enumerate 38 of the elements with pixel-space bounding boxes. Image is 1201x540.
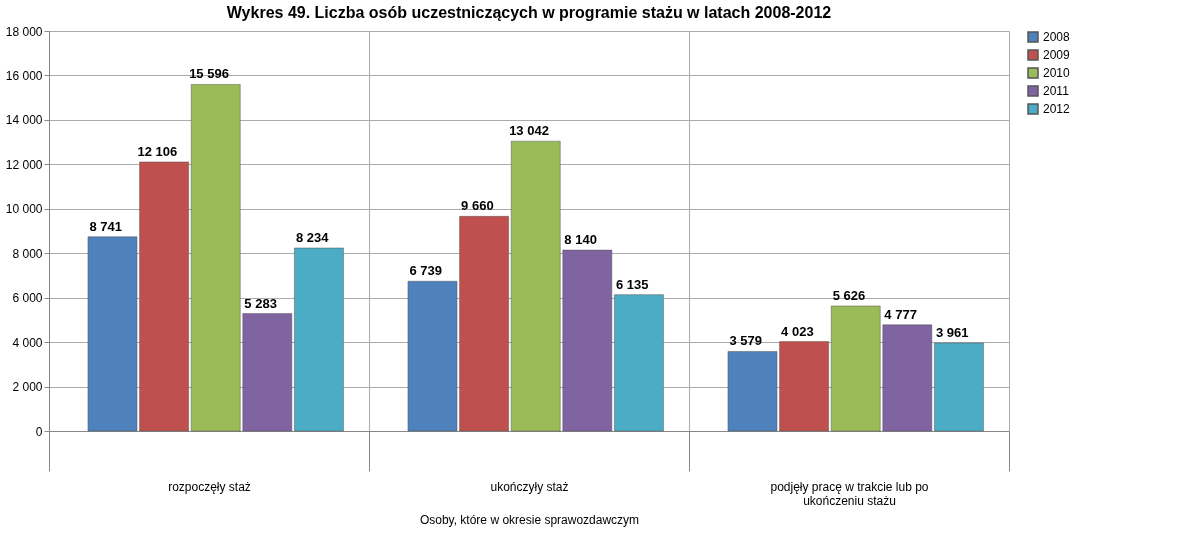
data-label: 3 579 xyxy=(729,333,763,349)
bar xyxy=(934,342,984,432)
bar xyxy=(294,247,344,432)
y-tick-label: 14 000 xyxy=(5,113,43,128)
legend-label: 2011 xyxy=(1043,84,1070,98)
legend-label: 2009 xyxy=(1043,48,1071,62)
data-label: 8 234 xyxy=(295,230,330,246)
data-label: 8 741 xyxy=(89,218,123,234)
data-label: 4 777 xyxy=(884,306,917,322)
y-tick-label: 2 000 xyxy=(12,380,43,395)
x-tick-label: podjęły pracę w trakcie lub po ukończeniu stażu xyxy=(770,479,929,508)
data-label: 6 135 xyxy=(615,276,649,292)
data-label: 9 660 xyxy=(461,198,494,214)
data-label: 4 023 xyxy=(781,323,814,339)
y-tick-label: 18 000 xyxy=(5,24,43,39)
legend-label: 2010 xyxy=(1043,66,1071,80)
x-axis-title: Osoby, które w okresie sprawozdawczym xyxy=(419,512,640,527)
data-label: 8 140 xyxy=(564,232,597,248)
x-tick-label: ukończyły staż xyxy=(490,479,569,494)
chart-title: Wykres 49. Liczba osób uczestniczących w programie stażu w latach 2008-2012 xyxy=(226,4,832,21)
data-label: 13 042 xyxy=(509,123,549,139)
data-label: 12 106 xyxy=(137,143,178,159)
data-label: 5 626 xyxy=(832,287,866,303)
data-label: 5 283 xyxy=(244,295,277,311)
y-tick-label: 6 000 xyxy=(12,291,43,306)
data-label: 15 596 xyxy=(189,66,229,82)
y-tick-label: 4 000 xyxy=(12,335,43,350)
legend-label: 2012 xyxy=(1043,102,1071,116)
bar xyxy=(614,294,664,432)
x-tick-label: rozpoczęły staż xyxy=(168,479,251,494)
y-tick-label: 10 000 xyxy=(5,202,43,217)
data-label: 3 961 xyxy=(935,324,969,340)
data-label: 6 739 xyxy=(409,263,443,279)
y-tick-label: 0 xyxy=(35,424,43,439)
y-tick-label: 12 000 xyxy=(5,157,43,172)
y-tick-label: 16 000 xyxy=(5,68,43,83)
y-tick-label: 8 000 xyxy=(12,246,43,261)
legend-label: 2008 xyxy=(1043,30,1071,44)
